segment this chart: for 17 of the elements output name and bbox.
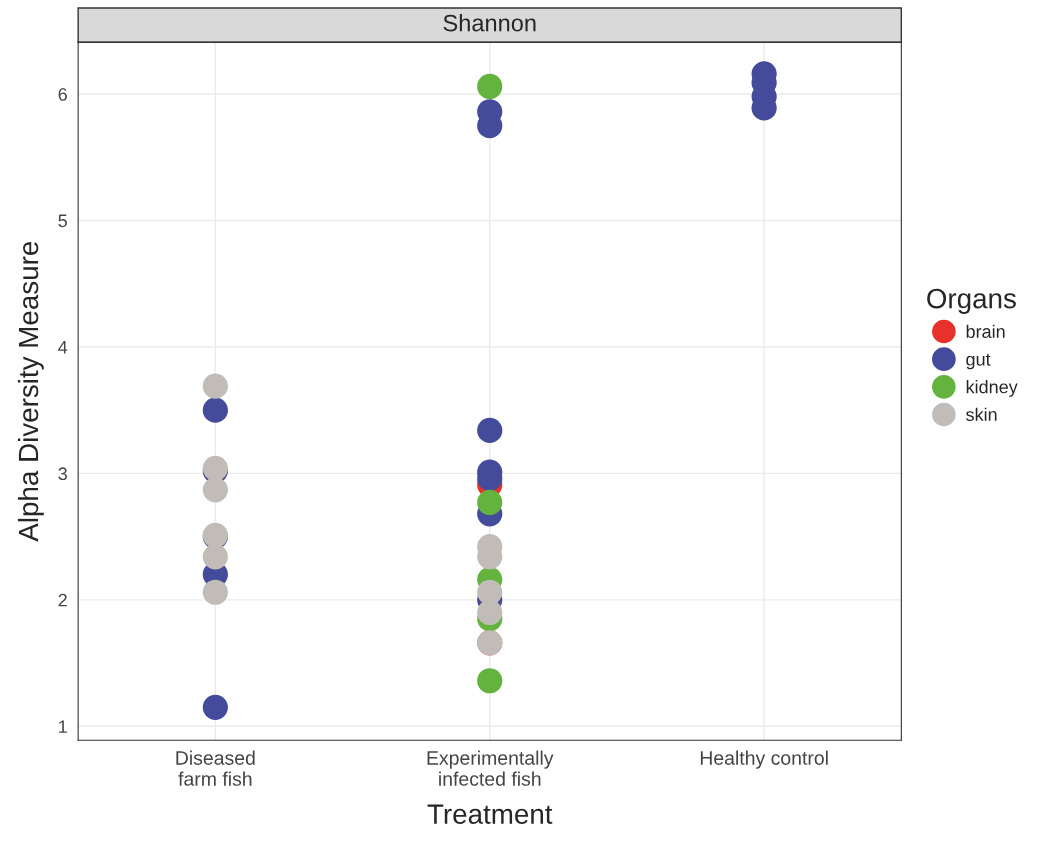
legend-label: brain bbox=[966, 324, 1005, 339]
x-tick-label: Healthy control bbox=[700, 750, 828, 769]
y-tick-label: 6 bbox=[58, 87, 67, 101]
y-tick-label: 5 bbox=[58, 214, 67, 228]
legend-label: gut bbox=[966, 353, 991, 370]
y-tick-label: 3 bbox=[58, 467, 67, 481]
y-tick-label: 2 bbox=[58, 593, 67, 607]
x-axis-title: Treatment bbox=[427, 804, 553, 824]
legend-title: Organs bbox=[927, 288, 1016, 314]
x-tick-label: Diseased farm fish bbox=[176, 750, 255, 786]
y-tick-label: 4 bbox=[58, 341, 68, 354]
x-tick-label: Experimentally infected fish bbox=[427, 750, 554, 786]
legend-label: kidney bbox=[966, 380, 1018, 397]
y-axis-title: Alpha Diversity Measure bbox=[17, 241, 44, 542]
chart-title: Shannon bbox=[443, 14, 536, 32]
y-tick-label: 1 bbox=[59, 720, 67, 733]
legend-label: skin bbox=[966, 407, 997, 421]
